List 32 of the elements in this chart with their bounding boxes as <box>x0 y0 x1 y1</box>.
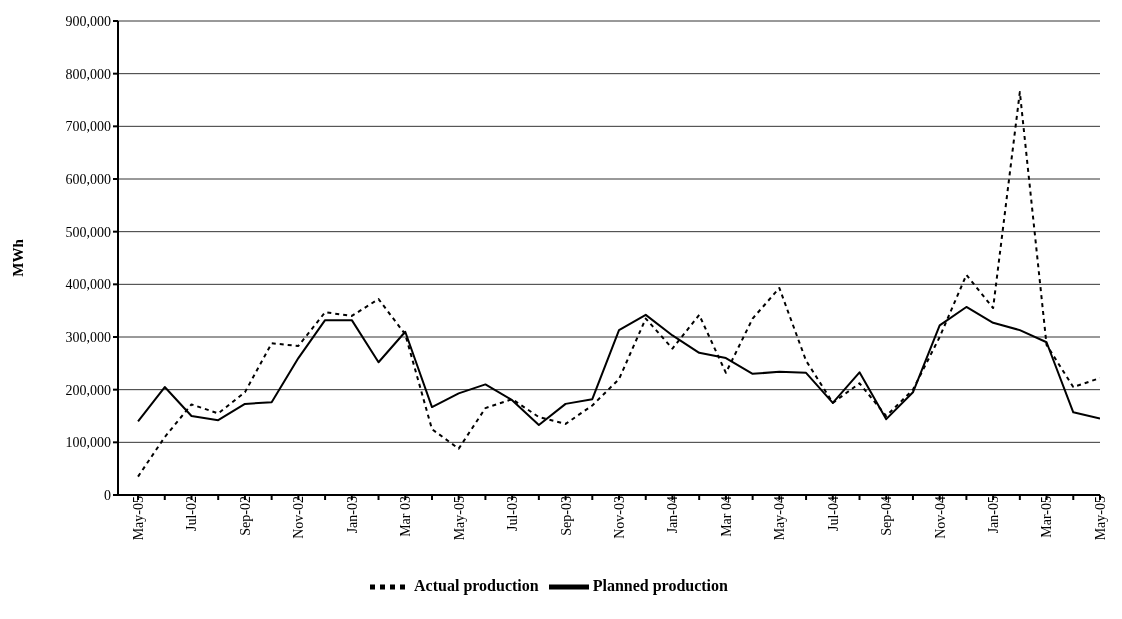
x-tick-label: Mar 04 <box>718 496 734 537</box>
x-tick-label: Sep-02 <box>237 496 253 536</box>
y-tick-label: 700,000 <box>65 119 111 135</box>
y-tick-label: 200,000 <box>65 382 111 398</box>
y-tick-label: 100,000 <box>65 435 111 451</box>
x-tick-label: Mar 03 <box>398 496 414 537</box>
x-tick-label: Jul-02 <box>184 496 200 531</box>
x-tick-label: Jan-05 <box>986 496 1002 534</box>
x-tick-label: Jan-03 <box>344 496 360 534</box>
x-tick-label: Nov-02 <box>291 496 307 539</box>
x-tick-label: Jan-04 <box>665 496 681 534</box>
y-tick-label: 900,000 <box>65 13 111 29</box>
x-tick-label: Nov-03 <box>611 496 627 539</box>
x-tick-label: May-05 <box>130 496 146 541</box>
x-tick-label: May-04 <box>772 496 788 541</box>
legend-label: Actual production <box>414 576 539 594</box>
x-tick-label: Sep-04 <box>879 496 895 536</box>
y-tick-label: 300,000 <box>65 329 111 345</box>
y-tick-label: 0 <box>104 487 111 503</box>
x-tick-label: May-05 <box>1092 496 1108 541</box>
legend-label: Planned production <box>592 576 728 594</box>
y-tick-label: 500,000 <box>65 224 111 240</box>
x-tick-label: Mar-05 <box>1039 496 1055 538</box>
y-tick-label: 400,000 <box>65 277 111 293</box>
x-tick-label: Nov-04 <box>932 496 948 539</box>
x-tick-label: Jul-03 <box>505 496 521 531</box>
x-tick-label: May-05 <box>451 496 467 541</box>
y-axis-title: MWh <box>10 238 27 277</box>
x-tick-label: Sep-03 <box>558 496 574 536</box>
x-tick-label: Jul-04 <box>825 496 841 531</box>
y-tick-label: 800,000 <box>65 66 111 82</box>
y-tick-label: 600,000 <box>65 171 111 187</box>
